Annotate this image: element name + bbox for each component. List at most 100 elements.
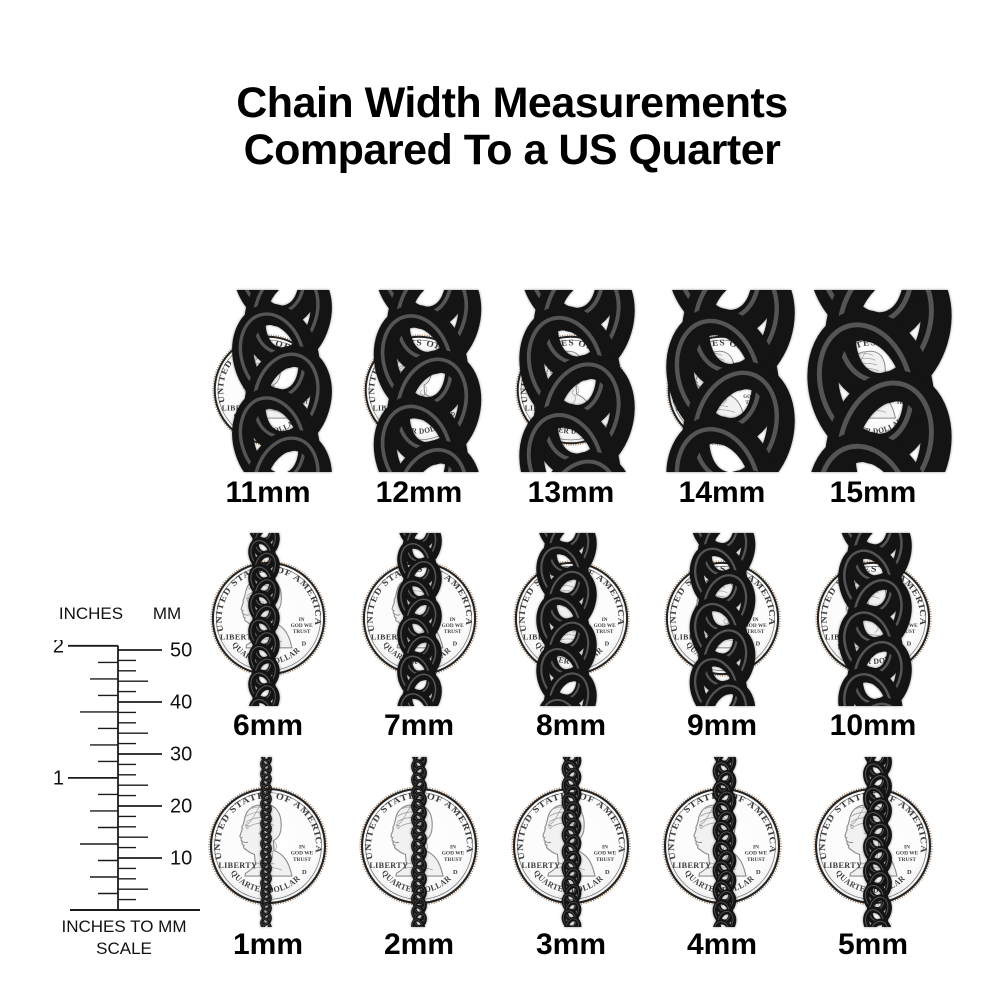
coin-mint-mark: D xyxy=(907,869,912,876)
coin-motto-text: IN GOD WE TRUST xyxy=(745,845,768,863)
chain-image xyxy=(248,533,280,706)
ruler-caption-line-2: SCALE xyxy=(96,939,152,958)
ruler-caption: INCHES TO MM SCALE xyxy=(48,916,200,960)
size-label: 5mm xyxy=(837,928,909,961)
ruler-inches-header: INCHES xyxy=(58,604,124,623)
svg-text:TRUST: TRUST xyxy=(293,857,311,863)
svg-text:TRUST: TRUST xyxy=(443,628,461,634)
svg-text:TRUST: TRUST xyxy=(595,628,613,634)
svg-text:GOD WE: GOD WE xyxy=(290,623,312,629)
coin-mint-mark: D xyxy=(604,640,609,647)
ruler-inch-number: 1 xyxy=(53,767,64,789)
coin-liberty-text: LIBERTY xyxy=(220,632,258,641)
svg-text:TRUST: TRUST xyxy=(292,628,310,634)
ruler-caption-line-1: INCHES TO MM xyxy=(61,917,187,936)
coin-mint-mark: D xyxy=(453,869,458,876)
coin-liberty-text: LIBERTY xyxy=(371,632,409,641)
ruler-mm-number: 20 xyxy=(170,796,192,818)
size-label: 7mm xyxy=(383,709,455,742)
chain-image xyxy=(232,290,332,472)
chain-size-cell: UNITED STATES OF AMERICA QUARTER DOLLAR … xyxy=(637,757,807,963)
coin-motto-text: IN GOD WE TRUST xyxy=(594,845,617,863)
chain-size-cell: UNITED STATES OF AMERICA QUARTER DOLLAR … xyxy=(637,290,807,511)
chain-size-cell: UNITED STATES OF AMERICA QUARTER DOLLAR … xyxy=(183,757,353,963)
coin-motto-text: IN GOD WE TRUST xyxy=(896,845,919,863)
size-label: 6mm xyxy=(232,709,304,742)
chain-image xyxy=(519,290,635,472)
size-label: 9mm xyxy=(686,709,758,742)
ruler-mm-header: MM xyxy=(152,604,182,623)
coin-liberty-text: LIBERTY xyxy=(369,861,408,870)
svg-text:GOD WE: GOD WE xyxy=(442,851,465,857)
svg-text:GOD WE: GOD WE xyxy=(744,623,766,629)
ruler-mm-number: 10 xyxy=(170,848,192,870)
svg-text:TRUST: TRUST xyxy=(444,857,462,863)
coin-liberty-text: LIBERTY xyxy=(521,861,560,870)
size-label: 10mm xyxy=(829,709,917,742)
chain-size-cell: UNITED STATES OF AMERICA QUARTER DOLLAR … xyxy=(486,533,656,744)
size-label: 2mm xyxy=(383,928,455,961)
coin-motto-text: IN GOD WE TRUST xyxy=(593,617,615,635)
svg-text:TRUST: TRUST xyxy=(596,857,614,863)
svg-text:IN: IN xyxy=(450,845,456,851)
coin-inner-ring xyxy=(517,792,625,900)
chain-size-cell: UNITED STATES OF AMERICA QUARTER DOLLAR … xyxy=(788,533,958,744)
chain-image xyxy=(689,533,756,706)
chain-size-cell: UNITED STATES OF AMERICA QUARTER DOLLAR … xyxy=(486,290,656,511)
chain-image xyxy=(863,757,892,927)
size-label: 1mm xyxy=(232,928,304,961)
size-label: 8mm xyxy=(535,709,607,742)
inches-to-mm-ruler: INCHES MM 2 1 50 40 30 20 10 INCHES TO MM SCAL… xyxy=(48,604,218,994)
size-label: 4mm xyxy=(686,928,758,961)
chain-size-cell: UNITED STATES OF AMERICA QUARTER DOLLAR … xyxy=(334,290,504,511)
svg-text:GOD WE: GOD WE xyxy=(291,851,314,857)
coin-motto-text: IN GOD WE TRUST xyxy=(744,617,766,635)
ruler-mm-number: 50 xyxy=(170,640,192,662)
chain-size-cell: UNITED STATES OF AMERICA QUARTER DOLLAR … xyxy=(334,533,504,744)
chain-image xyxy=(807,290,952,472)
coin-mint-mark: D xyxy=(452,640,457,647)
coin-mint-mark: D xyxy=(755,640,760,647)
size-label: 15mm xyxy=(829,476,917,509)
svg-text:GOD WE: GOD WE xyxy=(441,623,463,629)
chain-size-cell: UNITED STATES OF AMERICA QUARTER DOLLAR … xyxy=(637,533,807,744)
chain-image xyxy=(373,290,482,472)
chain-size-cell: UNITED STATES OF AMERICA QUARTER DOLLAR … xyxy=(788,290,958,511)
svg-text:GOD WE: GOD WE xyxy=(594,851,617,857)
chain-size-cell: UNITED STATES OF AMERICA QUARTER DOLLAR … xyxy=(183,533,353,744)
coin-mint-mark: D xyxy=(302,869,307,876)
coin-inner-ring xyxy=(669,565,775,671)
chain-image xyxy=(666,290,795,472)
chain-image xyxy=(411,757,427,927)
svg-text:TRUST: TRUST xyxy=(746,628,764,634)
svg-text:GOD WE: GOD WE xyxy=(896,851,919,857)
chain-image xyxy=(712,757,737,927)
svg-text:IN: IN xyxy=(299,845,305,851)
coin-reeded-rim xyxy=(663,559,781,677)
coin-liberty-text: LIBERTY xyxy=(218,861,257,870)
coin-mint-mark: D xyxy=(756,869,761,876)
chain-image xyxy=(260,757,272,927)
svg-text:IN: IN xyxy=(602,845,608,851)
size-label: 14mm xyxy=(678,476,766,509)
chain-image xyxy=(561,757,582,927)
chain-size-cell: UNITED STATES OF AMERICA QUARTER DOLLAR … xyxy=(788,757,958,963)
svg-text:IN: IN xyxy=(601,617,607,623)
svg-text:TRUST: TRUST xyxy=(897,628,915,634)
svg-text:GOD WE: GOD WE xyxy=(745,851,768,857)
coin-mint-mark: D xyxy=(605,869,610,876)
svg-text:IN: IN xyxy=(753,845,759,851)
coin-liberty-text: LIBERTY xyxy=(823,861,862,870)
coin-mint-mark: D xyxy=(906,640,911,647)
svg-text:IN: IN xyxy=(449,617,455,623)
svg-text:GOD WE: GOD WE xyxy=(593,623,615,629)
svg-text:TRUST: TRUST xyxy=(747,857,765,863)
svg-text:IN: IN xyxy=(298,617,304,623)
svg-text:TRUST: TRUST xyxy=(898,857,916,863)
chain-image xyxy=(536,533,597,706)
ruler-mm-number: 30 xyxy=(170,744,192,766)
chain-image xyxy=(838,533,912,706)
coin-liberty-text: LIBERTY xyxy=(672,861,711,870)
ruler-ticks-image: 2 1 50 40 30 20 10 xyxy=(53,640,200,911)
title-line-2: Compared To a US Quarter xyxy=(243,126,781,174)
